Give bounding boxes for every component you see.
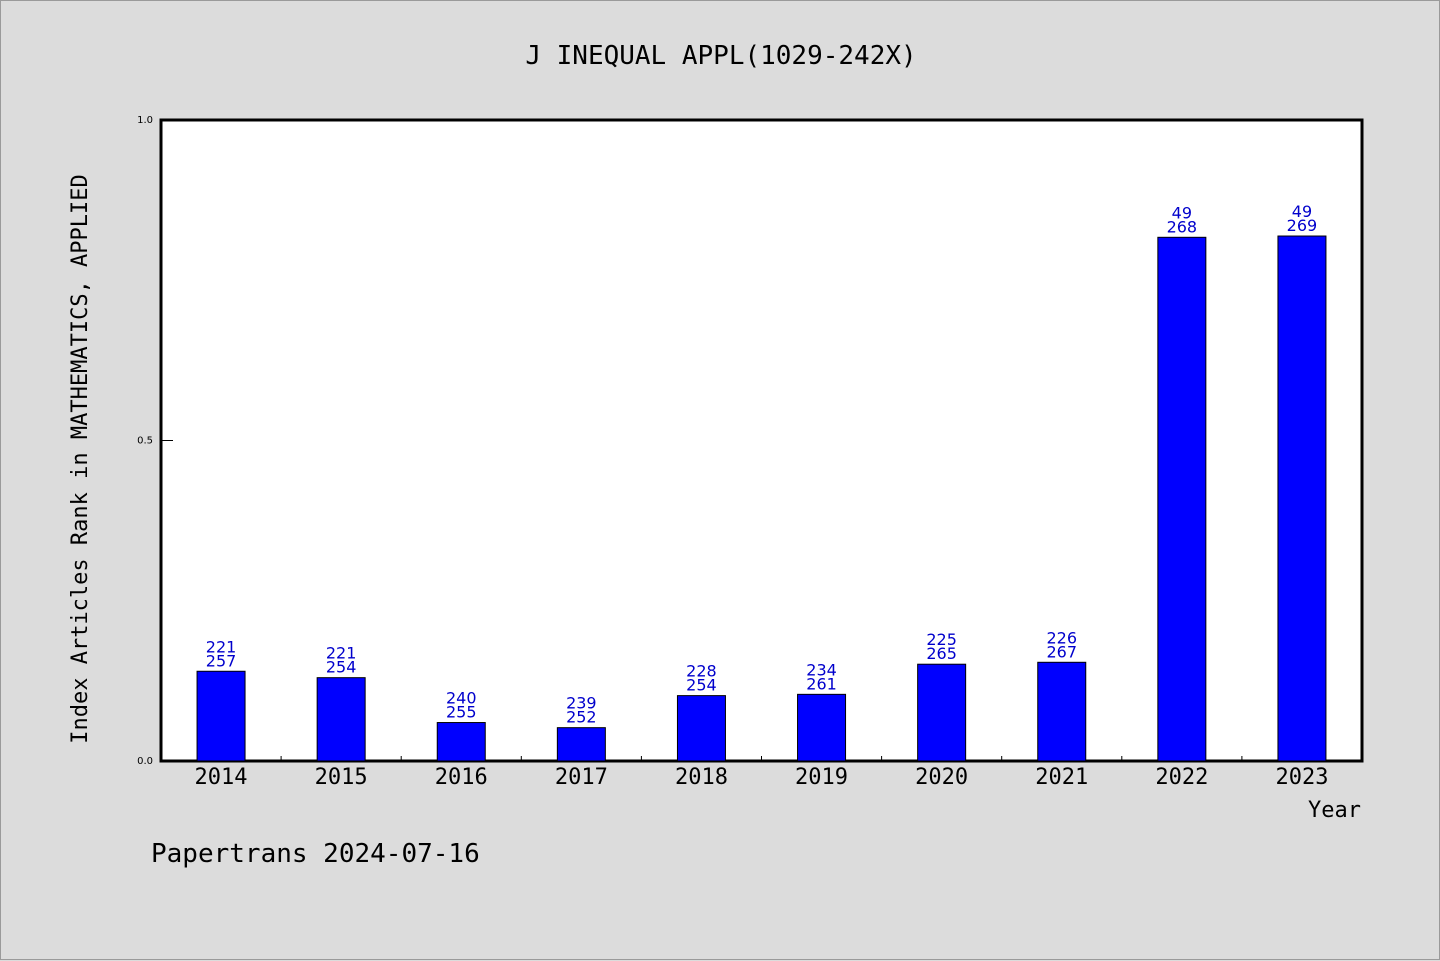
bar-2021	[1037, 661, 1087, 762]
bar-rank-label: 49	[1172, 203, 1192, 222]
x-tick-label: 2017	[555, 765, 608, 790]
x-tick-label: 2018	[675, 765, 728, 790]
x-tick-label: 2022	[1155, 765, 1208, 790]
bar-2015	[316, 677, 366, 762]
y-tick-label: 0.5	[137, 436, 153, 447]
bar-total-label: 269	[1287, 216, 1318, 235]
bar-rank-label: 225	[926, 630, 957, 649]
chart-title: J INEQUAL APPL(1029-242X)	[525, 41, 916, 71]
bar-total-label: 252	[566, 708, 597, 727]
bar-rank-label: 226	[1046, 628, 1077, 647]
bar-total-label: 265	[926, 644, 957, 663]
y-tick-label: 0.0	[137, 756, 153, 767]
bar-2018	[676, 695, 726, 762]
bar-2017	[556, 727, 606, 762]
bar-rank-label: 49	[1292, 202, 1312, 221]
bar-2014	[196, 670, 246, 762]
x-axis-ticks: 2014 2015 2016 2017 2018 2019 2020 2021 2022 2023	[195, 756, 1328, 790]
bar-2023	[1277, 235, 1327, 762]
bar-rank-label: 234	[806, 660, 837, 679]
x-tick-label: 2021	[1035, 765, 1088, 790]
x-tick-label: 2020	[915, 765, 968, 790]
footer-credit: Papertrans 2024-07-16	[151, 839, 480, 869]
bar-2020	[917, 663, 967, 762]
bars	[196, 235, 1327, 762]
bar-rank-label: 221	[326, 644, 357, 663]
y-axis-ticks: 0.0 0.5 1.0	[137, 115, 173, 767]
y-tick-label: 1.0	[137, 115, 153, 126]
bar-total-label: 268	[1167, 217, 1198, 236]
bar-rank-label: 228	[686, 662, 717, 681]
x-axis-label: Year	[1308, 798, 1361, 823]
bar-total-label: 254	[686, 676, 717, 695]
bar-rank-label: 221	[206, 637, 237, 656]
bar-2016	[436, 722, 486, 762]
y-axis-label: Index Articles Rank in MATHEMATICS, APPL…	[68, 174, 93, 744]
bar-rank-label: 239	[566, 694, 597, 713]
bar-total-label: 254	[326, 658, 357, 677]
x-tick-label: 2023	[1275, 765, 1328, 790]
bar-total-label: 267	[1046, 642, 1077, 661]
x-tick-label: 2014	[195, 765, 248, 790]
x-tick-label: 2019	[795, 765, 848, 790]
bar-2019	[797, 693, 847, 762]
bar-total-label: 257	[206, 651, 237, 670]
bar-total-label: 255	[446, 703, 477, 722]
x-tick-label: 2016	[435, 765, 488, 790]
x-tick-label: 2015	[315, 765, 368, 790]
bar-total-label: 261	[806, 674, 837, 693]
bar-2022	[1157, 236, 1207, 762]
bar-rank-label: 240	[446, 689, 477, 708]
